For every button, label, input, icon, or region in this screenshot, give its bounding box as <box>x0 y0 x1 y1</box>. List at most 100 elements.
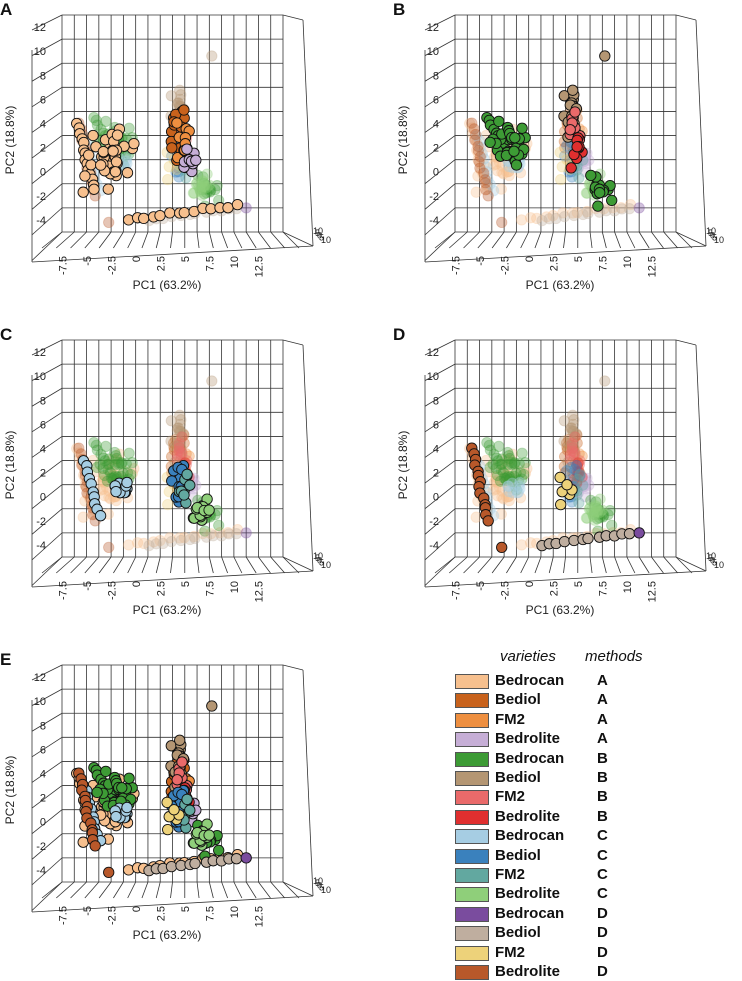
y-tick-label: 0 <box>433 167 439 179</box>
data-point <box>469 128 482 141</box>
data-point <box>175 534 187 547</box>
data-point <box>496 458 508 470</box>
legend-variety: FM2 <box>495 943 525 961</box>
data-point <box>495 183 507 195</box>
data-point <box>205 184 217 196</box>
data-point <box>571 459 583 472</box>
y-tick-label: 10 <box>427 46 439 58</box>
data-point <box>558 450 571 463</box>
data-point <box>490 470 503 483</box>
data-point <box>95 123 107 136</box>
legend-swatch <box>455 868 489 883</box>
data-point <box>521 462 533 475</box>
data-point <box>91 444 104 456</box>
data-point <box>174 425 187 438</box>
data-point <box>587 511 600 523</box>
data-point <box>560 437 573 449</box>
y-tick-label: 10 <box>34 696 46 708</box>
data-point <box>492 455 504 467</box>
x-tick-label: 0 <box>131 256 143 262</box>
data-point <box>481 166 493 178</box>
panel-label: E <box>0 650 12 669</box>
data-point <box>487 458 499 470</box>
data-point <box>568 448 580 461</box>
data-point <box>165 415 177 427</box>
data-point <box>572 469 584 481</box>
y-tick-label: -4 <box>36 215 46 227</box>
z-tick-label: 0 <box>710 555 715 565</box>
x-tick-label: 0 <box>131 581 143 587</box>
data-point <box>577 479 589 491</box>
data-point <box>184 804 196 816</box>
z-tick-label: 10 <box>313 551 323 561</box>
data-point <box>473 155 485 168</box>
data-point <box>97 145 110 158</box>
data-point <box>97 462 109 475</box>
data-point <box>113 458 125 470</box>
data-point <box>580 158 592 170</box>
data-point <box>574 467 586 480</box>
legend-variety: Bedrolite <box>495 963 561 980</box>
data-point <box>207 530 219 542</box>
legend-swatch <box>455 829 489 845</box>
data-point <box>240 527 252 539</box>
data-point <box>562 441 574 453</box>
data-point <box>223 528 235 540</box>
data-point <box>77 511 89 523</box>
data-point <box>209 183 221 196</box>
data-point <box>578 473 590 485</box>
data-point <box>165 535 178 548</box>
data-point <box>471 144 483 156</box>
data-point <box>501 460 513 473</box>
data-point <box>576 471 588 483</box>
data-point <box>572 467 585 479</box>
data-point <box>198 177 210 190</box>
data-point <box>190 178 202 190</box>
data-point <box>513 458 525 470</box>
data-point <box>197 171 209 183</box>
data-point <box>162 173 174 186</box>
data-point <box>568 442 580 455</box>
y-tick-label: 6 <box>40 94 46 106</box>
data-point <box>177 428 190 440</box>
x-tick-label: -2.5 <box>499 581 511 600</box>
data-point <box>543 213 555 225</box>
x-tick-label: -5 <box>82 906 94 916</box>
data-point <box>201 187 213 199</box>
data-point <box>531 212 543 225</box>
legend-varieties-header: varieties <box>500 648 556 665</box>
data-point <box>165 90 177 102</box>
data-point <box>558 535 571 548</box>
data-point <box>164 207 176 219</box>
data-point <box>488 159 500 171</box>
legend-item: Bediol A <box>455 691 715 709</box>
data-point <box>558 415 570 427</box>
data-point <box>509 132 521 144</box>
x-axis-label: PC1 (63.2%) <box>526 603 595 617</box>
x-axis-label: PC1 (63.2%) <box>526 278 595 292</box>
data-point <box>97 470 110 483</box>
data-point <box>503 494 515 507</box>
legend-item: FM2 C <box>455 866 715 884</box>
data-point <box>491 490 504 502</box>
data-point <box>572 457 584 469</box>
data-point <box>113 456 125 469</box>
data-point <box>589 500 602 512</box>
legend-method: C <box>597 866 608 883</box>
z-tick-label: 5 <box>319 883 324 893</box>
data-point <box>157 537 169 550</box>
panel-b: B -4 -2 0 2 4 6 8 10 12 -7.5 -5 -2.5 0 2.5 5 7.5 10 12.5 1… <box>393 0 742 300</box>
legend-item: Bediol B <box>455 769 715 787</box>
data-point <box>196 189 208 201</box>
data-point <box>554 146 566 159</box>
data-point <box>116 457 128 469</box>
data-point <box>466 117 478 129</box>
data-point <box>494 475 507 487</box>
x-tick-label: 0 <box>524 581 536 587</box>
data-point <box>573 465 585 478</box>
data-point <box>176 447 188 459</box>
data-point <box>482 515 494 527</box>
data-point <box>633 202 645 214</box>
